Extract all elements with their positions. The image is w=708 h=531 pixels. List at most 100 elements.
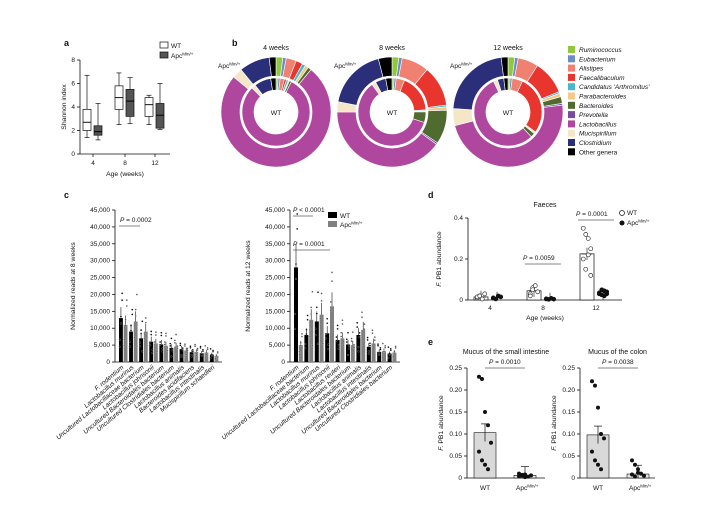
legend-label-wt: WT [627,210,637,217]
legend-label-apc: ApcMin/+ [627,219,650,228]
data-point [296,227,299,230]
x-tick-label: 8 [541,305,545,312]
p-value-rest: = 0.0001 [297,241,325,248]
bar-wt [387,353,392,362]
data-point [176,347,179,350]
data-point [175,353,178,356]
data-point-wt [535,289,541,295]
data-point [133,330,136,333]
data-point [212,349,215,352]
y-tick-label: 0.2 [454,256,463,263]
legend-label: Clostridium [579,140,612,147]
data-point [119,315,122,318]
data-point [141,320,144,323]
p-value-label: P = 0.0010 [489,359,521,366]
data-point [630,472,634,477]
legend-label-apc-main: Apc [171,53,183,60]
data-point [134,314,137,317]
p-value-label: P = 0.0001 [576,211,608,218]
data-point [342,340,345,343]
data-point [166,346,169,349]
data-point-wt [583,266,589,272]
data-point [363,328,366,331]
box-wt [144,97,154,117]
data-point [160,331,163,334]
data-point [128,345,131,348]
data-point [298,350,301,353]
data-point [630,458,634,463]
bar-wt [199,353,204,362]
panel-label-b: b [232,38,238,48]
data-point [310,313,313,316]
data-point [164,334,167,337]
data-point [357,350,360,353]
data-point [144,321,147,324]
data-point [325,337,328,340]
data-point [189,345,192,348]
legend-label-apc-main: Apc [340,222,352,229]
data-point [185,353,188,356]
box-apc [93,125,103,136]
y-tick-label: 0 [458,475,462,482]
data-point [209,347,212,350]
data-point [140,329,143,332]
y-tick-label: 25,000 [265,275,285,282]
data-point [138,341,141,344]
data-point [347,331,350,334]
data-point [141,350,144,353]
data-point [317,291,320,294]
bar-wt [129,331,133,362]
y-tick-label: 10,000 [90,325,110,332]
legend-swatch [568,55,575,63]
x-tick-label-apc: ApcMin/+ [516,484,539,493]
data-point [341,319,344,322]
y-tick-label: 45,000 [265,207,285,214]
data-point [199,345,202,348]
bar-apc [340,338,345,362]
y-axis-label: F. PB1 abundance [436,231,443,287]
legend-label-apc: ApcMin/+ [340,221,363,230]
data-point [636,470,640,475]
data-point [366,338,369,341]
y-tick-label: 0 [71,151,75,158]
donut-outer-label-main: Apc [450,63,462,70]
data-point [350,337,353,340]
data-point-wt [479,296,485,302]
data-point [351,352,354,355]
data-point [367,350,370,353]
x-tick-label: 8 [123,160,127,167]
p-value-label: P = 0.0001 [293,241,325,248]
bar-wt [209,354,214,362]
y-tick-label: 0.4 [454,215,463,222]
data-point [314,327,317,330]
data-point [483,462,487,467]
bar-apc [309,319,314,362]
y-tick-label: 30,000 [265,258,285,265]
data-point [190,354,193,357]
legend-label-apc: ApcMin/+ [171,52,194,61]
legend-label-wt: WT [340,213,350,220]
data-point [325,332,328,335]
data-point [348,344,351,347]
donut-slice-wt [473,80,532,147]
data-point [477,374,481,379]
box-wt [82,108,92,131]
data-point [320,299,323,302]
data-point [169,344,172,347]
y-tick-label: 20,000 [90,291,110,298]
bar-apc [194,351,199,362]
data-point [160,334,163,337]
data-point [133,336,136,339]
data-point [321,342,324,345]
data-point [353,346,356,349]
x-tick-label-apc-sup: Min/+ [640,484,652,489]
data-point [329,300,332,303]
legend-swatch-wt [328,212,337,218]
p-value-rest: = 0.0001 [580,211,608,218]
data-point [169,342,172,345]
donut-center-label: WT [387,110,398,117]
data-point [486,423,490,428]
data-point [356,326,359,329]
data-point [121,292,124,295]
